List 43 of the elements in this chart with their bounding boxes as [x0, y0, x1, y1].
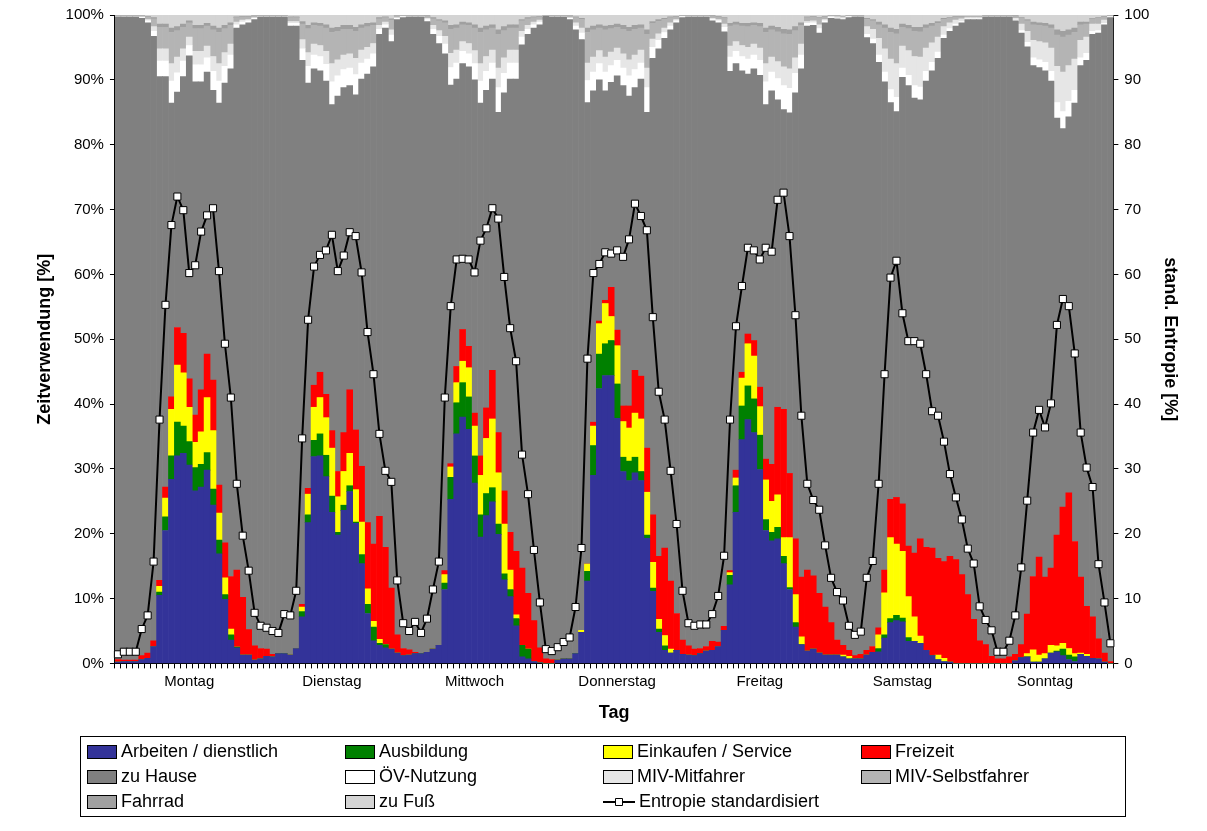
y-tick-label: 70%	[73, 199, 104, 217]
y2-tick-label: 80	[1124, 134, 1142, 152]
y2-tick-label: 20	[1124, 523, 1142, 541]
legend-label: MIV-Selbstfahrer	[895, 766, 1030, 787]
legend-label: MIV-Mitfahrer	[637, 766, 746, 787]
x-axis-title: Tag	[598, 702, 630, 723]
y2-tick-label: 10	[1124, 588, 1142, 606]
legend-label: Ausbildung	[379, 741, 469, 762]
x-tick-label: Mittwoch	[444, 671, 505, 689]
y2-tick-label: 70	[1124, 199, 1142, 217]
y-axis-title: Zeitverwendung [%]	[33, 253, 54, 425]
legend-label: zu Hause	[121, 766, 198, 787]
legend-label: Entropie standardisiert	[639, 791, 820, 812]
y-tick-label: 40%	[73, 394, 104, 412]
y-tick-label: 100%	[65, 5, 104, 23]
y2-tick-label: 0	[1124, 653, 1133, 671]
y2-tick-label: 40	[1124, 394, 1142, 412]
y-tick-label: 30%	[73, 459, 104, 477]
y2-tick-label: 30	[1124, 459, 1142, 477]
y2-tick-label: 100	[1124, 5, 1150, 23]
legend-label: Arbeiten / dienstlich	[121, 741, 279, 762]
y-tick-label: 20%	[73, 523, 104, 541]
legend-label: ÖV-Nutzung	[379, 766, 478, 787]
y-tick-label: 80%	[73, 134, 104, 152]
legend-label: Einkaufen / Service	[637, 741, 793, 762]
x-tick-label: Dienstag	[302, 671, 362, 689]
x-tick-label: Samstag	[872, 671, 932, 689]
y2-tick-label: 60	[1124, 264, 1142, 282]
y-tick-label: 60%	[73, 264, 104, 282]
legend-label: zu Fuß	[379, 791, 436, 812]
x-tick-label: Freitag	[736, 671, 784, 689]
y-tick-label: 10%	[73, 588, 104, 606]
x-tick-label: Montag	[164, 671, 215, 689]
y2-tick-label: 50	[1124, 329, 1142, 347]
y2-axis-title: stand. Entropie [%]	[1161, 257, 1182, 422]
legend-label: Fahrrad	[121, 791, 185, 812]
y-tick-label: 90%	[73, 69, 104, 87]
legend-label: Freizeit	[895, 741, 955, 762]
y-tick-label: 50%	[73, 329, 104, 347]
x-tick-label: Sonntag	[1017, 671, 1073, 689]
y-tick-label: 0%	[82, 653, 104, 671]
x-tick-label: Donnerstag	[578, 671, 656, 689]
y2-tick-label: 90	[1124, 69, 1142, 87]
